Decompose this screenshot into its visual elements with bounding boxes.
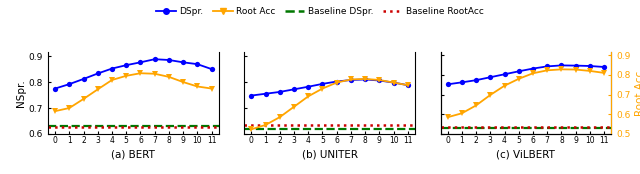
Legend: DSpr., Root Acc, Baseline DSpr., Baseline RootAcc: DSpr., Root Acc, Baseline DSpr., Baselin…: [152, 4, 488, 20]
X-axis label: (a) BERT: (a) BERT: [111, 149, 156, 159]
Y-axis label: Root Acc: Root Acc: [635, 70, 640, 116]
Y-axis label: NSpr.: NSpr.: [16, 79, 26, 107]
X-axis label: (b) UNITER: (b) UNITER: [301, 149, 358, 159]
X-axis label: (c) ViLBERT: (c) ViLBERT: [497, 149, 556, 159]
